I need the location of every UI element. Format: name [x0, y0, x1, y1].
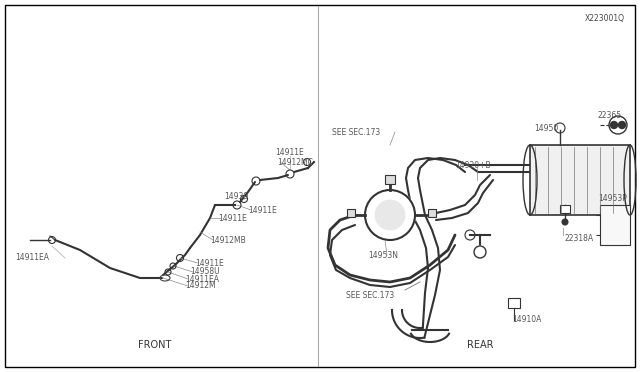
- Circle shape: [611, 122, 618, 128]
- Text: 14912M: 14912M: [185, 282, 216, 291]
- Text: REAR: REAR: [467, 340, 493, 350]
- Text: 14953P: 14953P: [598, 193, 627, 202]
- Circle shape: [609, 116, 627, 134]
- Text: 14910A: 14910A: [512, 315, 541, 324]
- Text: 14911EA: 14911EA: [185, 275, 219, 283]
- Text: SEE SEC.173: SEE SEC.173: [346, 291, 394, 299]
- Bar: [600, 205, 630, 245]
- Bar: [385, 175, 395, 184]
- Circle shape: [375, 200, 405, 230]
- Text: 22318A: 22318A: [565, 234, 594, 243]
- Bar: [347, 209, 355, 217]
- Bar: [560, 205, 570, 213]
- Text: 14911E: 14911E: [218, 214, 247, 222]
- Text: 14912MB: 14912MB: [210, 235, 246, 244]
- Circle shape: [365, 190, 415, 240]
- Text: 14953N: 14953N: [368, 250, 398, 260]
- Text: SEE SEC.173: SEE SEC.173: [332, 128, 380, 137]
- Text: 14911E: 14911E: [248, 205, 276, 215]
- Text: 14939: 14939: [224, 192, 248, 201]
- Text: 14911EA: 14911EA: [15, 253, 49, 263]
- Text: 14950: 14950: [534, 124, 558, 132]
- Circle shape: [474, 246, 486, 258]
- Text: 14920+B: 14920+B: [455, 160, 491, 170]
- Circle shape: [562, 219, 568, 225]
- Text: X223001Q: X223001Q: [585, 13, 625, 22]
- Bar: [530, 145, 630, 215]
- Text: 22365: 22365: [598, 110, 622, 119]
- Text: 14911E: 14911E: [275, 148, 304, 157]
- Text: 14912MC: 14912MC: [277, 157, 313, 167]
- Bar: [428, 209, 436, 217]
- Bar: [508, 298, 520, 308]
- Text: 14911E: 14911E: [195, 259, 224, 267]
- Text: 14958U: 14958U: [190, 267, 220, 276]
- Circle shape: [618, 122, 625, 128]
- Text: FRONT: FRONT: [138, 340, 172, 350]
